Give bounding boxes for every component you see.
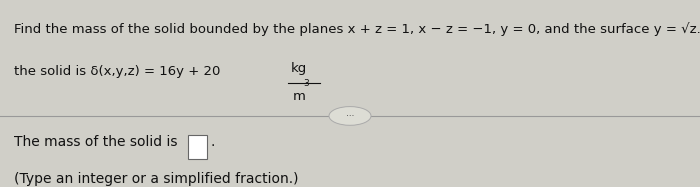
Text: the solid is δ(x,y,z) = 16y + 20: the solid is δ(x,y,z) = 16y + 20 (14, 65, 225, 79)
Text: kg: kg (290, 62, 307, 75)
Text: ⋯: ⋯ (346, 111, 354, 120)
FancyBboxPatch shape (188, 135, 207, 159)
Text: 3: 3 (303, 79, 309, 88)
Text: The mass of the solid is: The mass of the solid is (14, 135, 182, 149)
Text: Find the mass of the solid bounded by the planes x + z = 1, x − z = −1, y = 0, a: Find the mass of the solid bounded by th… (14, 22, 700, 36)
Text: m: m (293, 90, 305, 103)
Text: (Type an integer or a simplified fraction.): (Type an integer or a simplified fractio… (14, 172, 298, 186)
Ellipse shape (329, 107, 371, 125)
Text: .: . (210, 135, 214, 149)
